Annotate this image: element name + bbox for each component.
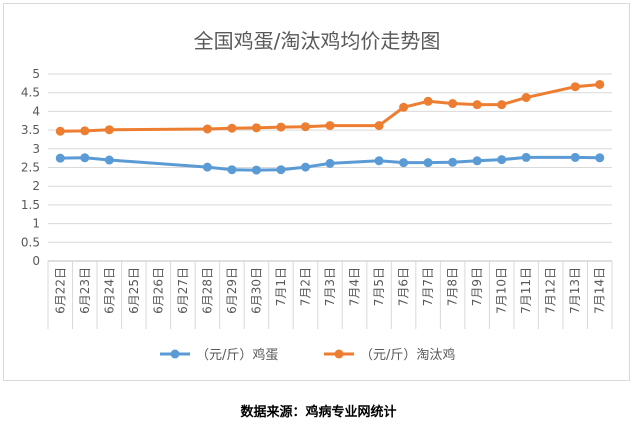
x-tick-label: 6月25日: [127, 267, 141, 314]
y-tick-label: 3: [32, 142, 40, 156]
y-tick-label: 2.5: [21, 161, 40, 175]
x-tick-label: 6月29日: [225, 267, 239, 314]
legend-label: （元/斤）淘汰鸡: [360, 347, 455, 363]
y-tick-label: 5: [32, 67, 40, 81]
data-point: [104, 155, 114, 165]
x-tick-label: 7月11日: [519, 267, 533, 314]
data-point: [595, 153, 605, 163]
x-tick-label: 7月14日: [593, 267, 607, 314]
y-tick-label: 1.5: [21, 198, 40, 212]
data-point: [80, 153, 90, 163]
x-tick-label: 7月4日: [348, 267, 362, 306]
x-tick-label: 7月12日: [544, 267, 558, 314]
data-point: [570, 82, 580, 92]
data-point: [276, 165, 286, 175]
data-point: [300, 162, 310, 172]
x-tick-label: 7月7日: [421, 267, 435, 306]
data-point: [399, 102, 409, 112]
data-point: [55, 126, 65, 136]
data-point: [595, 79, 605, 89]
x-tick-label: 7月1日: [274, 267, 288, 306]
data-point: [104, 125, 114, 135]
data-point: [227, 123, 237, 133]
legend-label: （元/斤）鸡蛋: [196, 347, 278, 363]
data-point: [325, 121, 335, 131]
x-tick-label: 6月28日: [200, 267, 214, 314]
data-point: [472, 156, 482, 166]
x-tick-label: 6月30日: [249, 267, 263, 314]
data-point: [251, 165, 261, 175]
legend-swatch-marker: [170, 349, 180, 359]
y-tick-label: 4.5: [21, 86, 40, 100]
data-point: [276, 122, 286, 132]
chart-plot: 全国鸡蛋/淘汰鸡均价走势图 0 0.5 1 1.5 2 2.5 3 3.5 4 4.5 5 6月22日…: [21, 29, 613, 363]
data-point: [202, 124, 212, 134]
chart-frame: 全国鸡蛋/淘汰鸡均价走势图 0 0.5 1 1.5 2 2.5 3 3.5 4 4.5 5 6月22日…: [3, 3, 630, 381]
data-point: [80, 126, 90, 136]
y-tick-label: 3.5: [21, 123, 40, 137]
data-point: [423, 96, 433, 106]
data-point: [497, 100, 507, 110]
data-point: [300, 122, 310, 132]
x-tick-label: 6月24日: [102, 267, 116, 314]
data-point: [423, 158, 433, 168]
data-point: [521, 152, 531, 162]
data-point: [55, 153, 65, 163]
x-tick-label: 7月10日: [495, 267, 509, 314]
x-tick-label: 6月26日: [151, 267, 165, 314]
data-point: [202, 162, 212, 172]
data-point: [472, 100, 482, 110]
data-point: [325, 158, 335, 168]
x-tick-label: 6月23日: [78, 267, 92, 314]
data-point: [521, 93, 531, 103]
data-point: [227, 165, 237, 175]
data-point: [251, 123, 261, 133]
data-point: [399, 158, 409, 168]
y-tick-label: 0.5: [21, 235, 40, 249]
y-tick-label: 0: [32, 254, 40, 268]
x-tick-label: 7月13日: [568, 267, 582, 314]
source-note: 数据来源：鸡病专业网统计: [240, 405, 397, 420]
data-point: [448, 99, 458, 109]
x-tick-label: 7月2日: [298, 267, 312, 306]
y-tick-label: 2: [32, 179, 40, 193]
data-point: [374, 156, 384, 166]
chart-title: 全国鸡蛋/淘汰鸡均价走势图: [194, 29, 441, 53]
x-tick-label: 7月3日: [323, 267, 337, 306]
data-point: [374, 121, 384, 131]
data-point: [448, 157, 458, 167]
x-tick-label: 6月27日: [176, 267, 190, 314]
data-point: [497, 155, 507, 165]
y-tick-label: 1: [32, 217, 40, 231]
x-tick-label: 7月5日: [372, 267, 386, 306]
x-tick-label: 7月9日: [470, 267, 484, 306]
legend-swatch-marker: [334, 349, 344, 359]
x-tick-label: 6月22日: [53, 267, 67, 314]
x-tick-label: 7月8日: [446, 267, 460, 306]
y-tick-label: 4: [32, 104, 40, 118]
data-point: [570, 152, 580, 162]
x-tick-label: 7月6日: [397, 267, 411, 306]
